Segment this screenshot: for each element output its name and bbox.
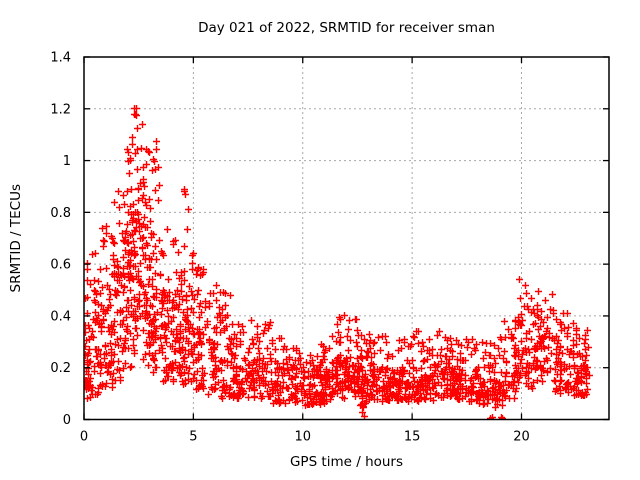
x-tick-label: 10 (294, 430, 311, 445)
chart-title: Day 021 of 2022, SRMTID for receiver sma… (198, 20, 495, 36)
scatter-points (84, 105, 593, 420)
y-tick-label: 1.2 (50, 102, 71, 117)
y-axis-label: SRMTID / TECUs (8, 184, 24, 292)
tick-labels: 0 5 10 15 20 0 0.2 0.4 0.6 0.8 1 1.2 1.4 (50, 51, 529, 445)
y-tick-label: 0.8 (50, 206, 71, 221)
grid-lines (84, 57, 609, 420)
y-tick-label: 0.2 (50, 361, 71, 376)
y-tick-label: 1.4 (50, 51, 71, 66)
y-tick-label: 1 (63, 154, 71, 169)
y-tick-label: 0 (63, 413, 71, 428)
y-tick-label: 0.4 (50, 309, 71, 324)
x-tick-label: 15 (404, 430, 421, 445)
x-tick-label: 0 (80, 430, 88, 445)
axis-ticks (83, 56, 609, 421)
x-tick-label: 20 (513, 430, 530, 445)
y-tick-label: 0.6 (50, 258, 71, 273)
x-axis-label: GPS time / hours (290, 454, 403, 470)
x-tick-label: 5 (189, 430, 197, 445)
data-point-markers (84, 105, 593, 420)
plot-border (83, 56, 610, 421)
